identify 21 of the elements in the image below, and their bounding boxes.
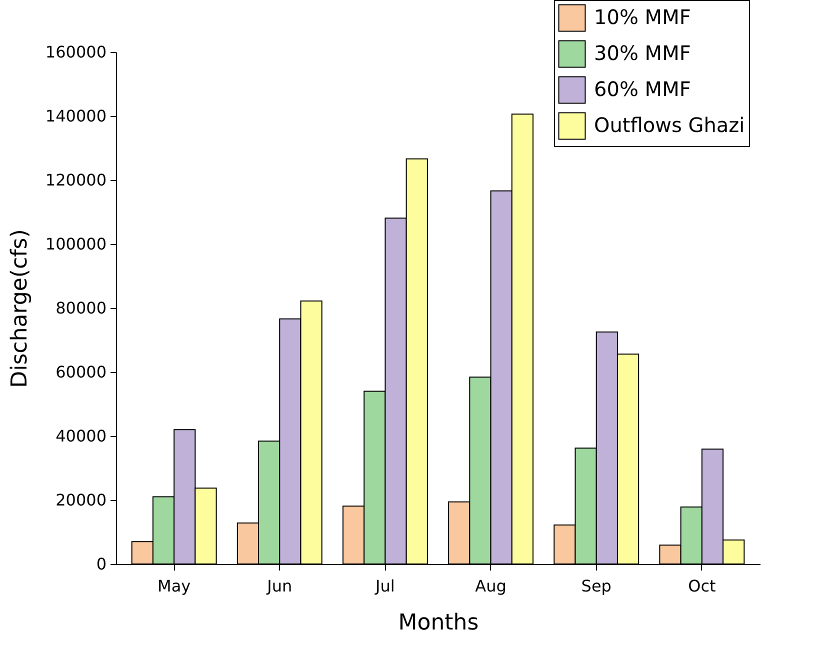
x-tick-label: Jul <box>374 576 395 596</box>
x-axis-title: Months <box>398 610 479 636</box>
x-tick-label: Aug <box>475 576 506 596</box>
legend-label: 10% MMF <box>594 5 691 29</box>
x-tick-label: Jun <box>266 576 292 596</box>
x-tick-label: May <box>158 576 191 596</box>
x-tick-label: Oct <box>688 576 716 596</box>
y-tick-label: 140000 <box>45 106 106 126</box>
y-axis-title: Discharge(cfs) <box>7 229 32 388</box>
legend-label: 60% MMF <box>594 77 691 101</box>
x-tick-label: Sep <box>581 576 612 596</box>
y-tick-label: 80000 <box>56 298 106 318</box>
y-tick-label: 40000 <box>56 426 106 446</box>
y-tick-label: 120000 <box>45 170 106 190</box>
y-tick-label: 0 <box>96 554 106 574</box>
y-tick-label: 60000 <box>56 362 106 382</box>
y-tick-label: 20000 <box>56 490 106 510</box>
y-tick-label: 160000 <box>45 42 106 62</box>
y-tick-label: 100000 <box>45 234 106 254</box>
legend-label: 30% MMF <box>594 41 691 65</box>
legend-label: Outflows Ghazi <box>594 113 745 137</box>
